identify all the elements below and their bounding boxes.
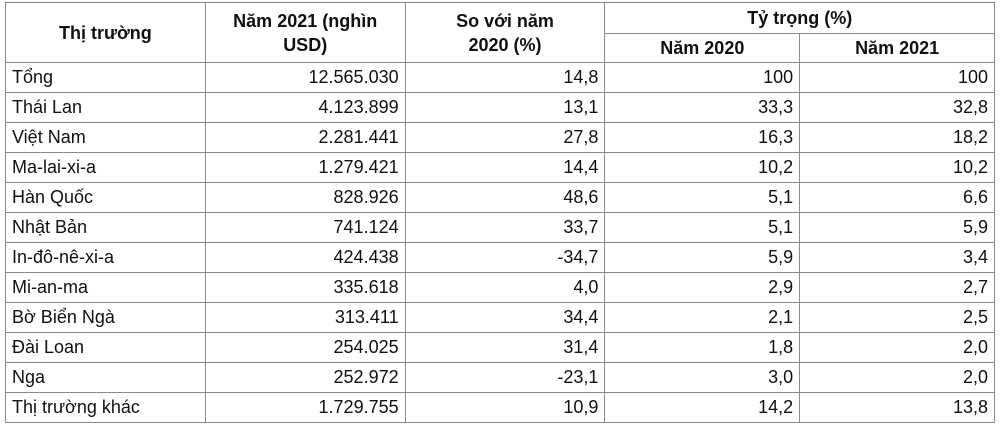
table-row: Đài Loan 254.025 31,4 1,8 2,0 (5, 332, 995, 363)
value-cell: 4.123.899 (204, 92, 406, 123)
value-cell: 5,9 (799, 212, 995, 243)
value-cell: 14,8 (404, 62, 606, 93)
market-name: In-đô-nê-xi-a (5, 242, 206, 273)
value-cell: 1.279.421 (204, 152, 406, 183)
value-cell: 13,8 (799, 392, 995, 423)
table-row: In-đô-nê-xi-a 424.438 -34,7 5,9 3,4 (5, 242, 995, 273)
value-cell: 32,8 (799, 92, 995, 123)
table-row: Việt Nam 2.281.441 27,8 16,3 18,2 (5, 122, 995, 153)
value-cell: 252.972 (204, 362, 406, 393)
value-cell: 2,1 (604, 302, 801, 333)
table-body: Tổng 12.565.030 14,8 100 100 Thái Lan 4.123.89… (5, 62, 995, 423)
value-cell: 313.411 (204, 302, 406, 333)
value-cell: 254.025 (204, 332, 406, 363)
market-name: Đài Loan (5, 332, 206, 363)
market-name: Nga (5, 362, 206, 393)
value-cell: 5,9 (604, 242, 801, 273)
value-cell: 2,7 (799, 272, 995, 303)
market-table: Thị trường Năm 2021 (nghìn USD) So với n… (5, 2, 995, 423)
value-cell: 828.926 (204, 182, 406, 213)
header-cell: Thị trường (5, 2, 206, 63)
value-cell: 10,2 (799, 152, 995, 183)
value-cell: 48,6 (404, 182, 606, 213)
table-row: Bờ Biển Ngà 313.411 34,4 2,1 2,5 (5, 302, 995, 333)
value-cell: 34,4 (404, 302, 606, 333)
header-row: Thị trường Năm 2021 (nghìn USD) So với n… (5, 2, 995, 63)
market-name: Thái Lan (5, 92, 206, 123)
header-cell: So với năm 2020 (%) (404, 2, 606, 63)
table-row: Nga 252.972 -23,1 3,0 2,0 (5, 362, 995, 393)
value-cell: 16,3 (604, 122, 801, 153)
market-name: Ma-lai-xi-a (5, 152, 206, 183)
value-cell: 741.124 (204, 212, 406, 243)
table-row: Mi-an-ma 335.618 4,0 2,9 2,7 (5, 272, 995, 303)
value-cell: 31,4 (404, 332, 606, 363)
market-name: Nhật Bản (5, 212, 206, 243)
table-row: Hàn Quốc 828.926 48,6 5,1 6,6 (5, 182, 995, 213)
header-row: Năm 2020 Năm 2021 (6, 33, 995, 63)
market-name: Việt Nam (5, 122, 206, 153)
value-cell: 6,6 (799, 182, 995, 213)
value-cell: 335.618 (204, 272, 406, 303)
value-cell: 5,1 (604, 182, 801, 213)
market-name: Bờ Biển Ngà (5, 302, 206, 333)
market-name: Tổng (5, 62, 206, 93)
value-cell: 3,4 (799, 242, 995, 273)
value-cell: 2,9 (604, 272, 801, 303)
table-header: Thị trường Năm 2021 (nghìn USD) So với n… (5, 2, 995, 63)
value-cell: 1,8 (604, 332, 801, 363)
value-cell: -34,7 (404, 242, 606, 273)
value-cell: 2,0 (799, 332, 995, 363)
value-cell: 2,5 (799, 302, 995, 333)
value-cell: 4,0 (404, 272, 606, 303)
value-cell: 33,3 (604, 92, 801, 123)
value-cell: 5,1 (604, 212, 801, 243)
table-row: Tổng 12.565.030 14,8 100 100 (5, 62, 995, 93)
value-cell: 2,0 (799, 362, 995, 393)
header-cell: Tỷ trọng (%) (604, 2, 995, 34)
value-cell: 27,8 (404, 122, 606, 153)
header-cell: Năm 2020 (604, 33, 801, 63)
value-cell: 33,7 (404, 212, 606, 243)
table-row: Thị trường khác 1.729.755 10,9 14,2 13,8 (5, 392, 995, 423)
value-cell: 14,2 (604, 392, 801, 423)
value-cell: 2.281.441 (204, 122, 406, 153)
value-cell: 10,2 (604, 152, 801, 183)
market-name: Mi-an-ma (5, 272, 206, 303)
market-name: Thị trường khác (5, 392, 206, 423)
value-cell: 14,4 (404, 152, 606, 183)
value-cell: 13,1 (404, 92, 606, 123)
header-cell: Năm 2021 (799, 33, 995, 63)
table-row: Nhật Bản 741.124 33,7 5,1 5,9 (5, 212, 995, 243)
value-cell: 1.729.755 (204, 392, 406, 423)
value-cell: 12.565.030 (204, 62, 406, 93)
header-cell: Năm 2021 (nghìn USD) (204, 2, 406, 63)
table-row: Ma-lai-xi-a 1.279.421 14,4 10,2 10,2 (5, 152, 995, 183)
value-cell: 3,0 (604, 362, 801, 393)
value-cell: 100 (604, 62, 801, 93)
value-cell: 424.438 (204, 242, 406, 273)
table-row: Thái Lan 4.123.899 13,1 33,3 32,8 (5, 92, 995, 123)
value-cell: 10,9 (404, 392, 606, 423)
value-cell: -23,1 (404, 362, 606, 393)
market-name: Hàn Quốc (5, 182, 206, 213)
value-cell: 18,2 (799, 122, 995, 153)
value-cell: 100 (799, 62, 995, 93)
